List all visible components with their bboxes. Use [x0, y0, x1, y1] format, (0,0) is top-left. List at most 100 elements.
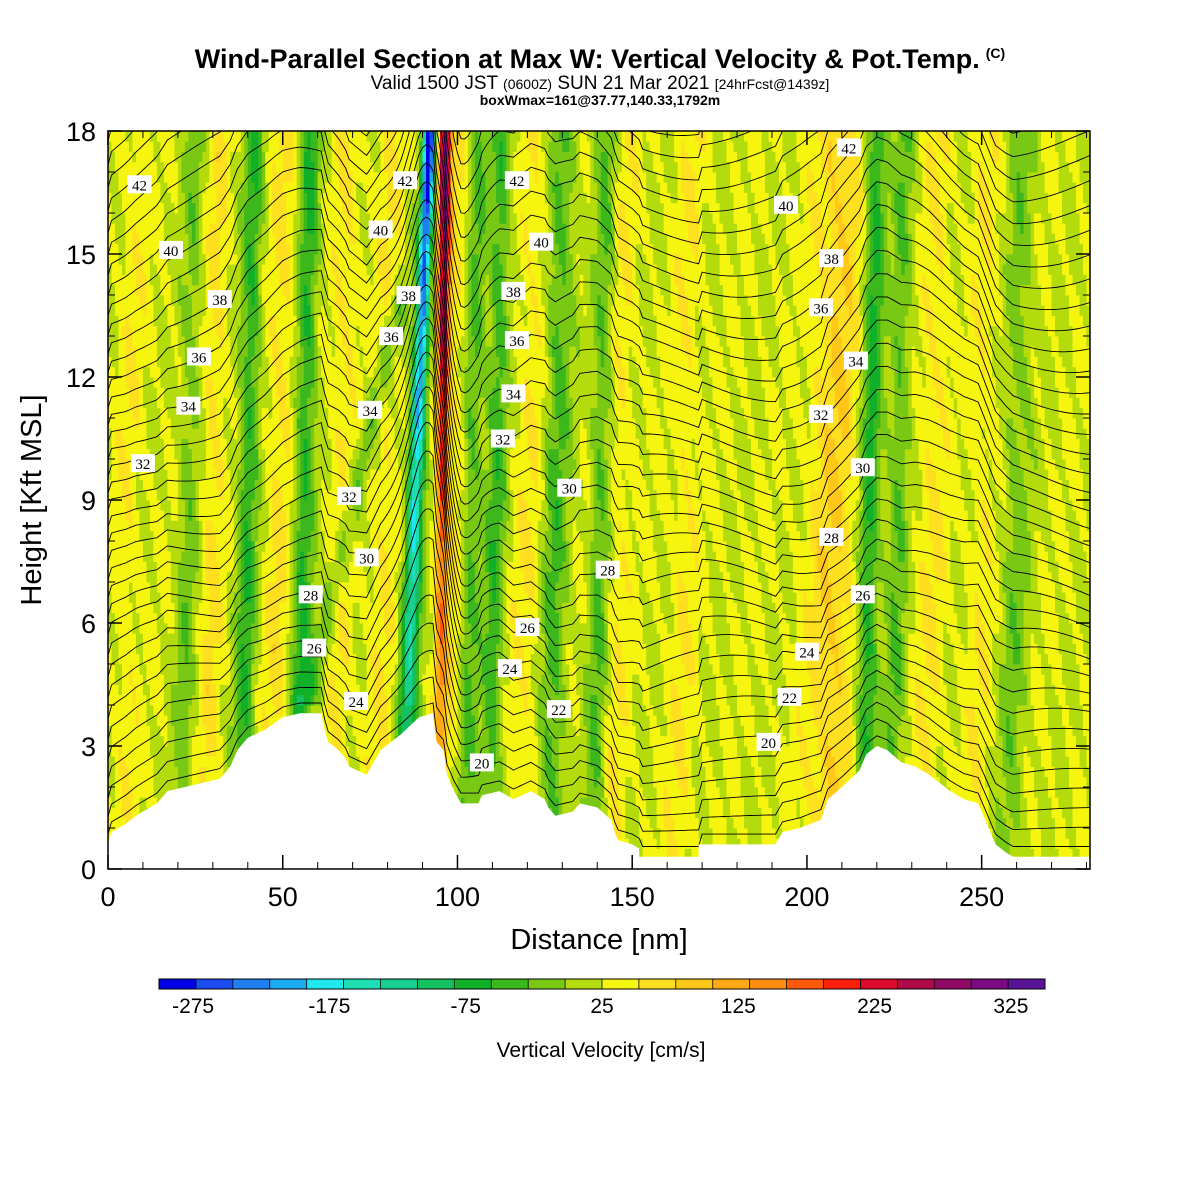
field-cell	[139, 633, 144, 644]
field-cell	[139, 233, 144, 245]
field-cell	[216, 612, 221, 624]
field-cell	[254, 141, 259, 152]
field-cell	[219, 397, 224, 409]
field-cell	[212, 469, 217, 480]
field-cell	[251, 725, 256, 737]
field-cell	[191, 336, 196, 347]
field-cell	[160, 182, 165, 193]
field-cell	[177, 592, 182, 603]
field-cell	[128, 694, 133, 706]
field-cell	[265, 459, 270, 470]
field-cell	[261, 582, 266, 593]
field-cell	[118, 448, 123, 460]
field-cell	[111, 807, 116, 819]
field-cell	[118, 141, 123, 152]
field-cell	[247, 161, 252, 173]
field-cell	[132, 469, 137, 480]
field-cell	[219, 571, 224, 583]
field-cell	[254, 582, 259, 593]
field-cell	[258, 592, 263, 603]
field-cell	[265, 561, 270, 573]
field-cell	[184, 684, 189, 696]
field-cell	[216, 653, 221, 665]
field-cell	[247, 479, 252, 491]
field-cell	[114, 315, 119, 327]
field-cell	[121, 520, 126, 532]
field-cell	[128, 715, 133, 726]
field-cell	[244, 479, 249, 491]
field-cell	[209, 325, 214, 337]
field-cell	[170, 479, 175, 491]
field-cell	[142, 602, 147, 614]
field-cell	[226, 643, 231, 655]
field-cell	[114, 715, 119, 726]
field-cell	[296, 172, 301, 183]
field-cell	[202, 612, 207, 624]
field-cell	[272, 305, 277, 316]
field-cell	[317, 520, 322, 532]
field-cell	[118, 223, 123, 234]
field-cell	[170, 192, 175, 204]
field-cell	[310, 295, 315, 306]
field-cell	[125, 725, 130, 737]
field-cell	[310, 274, 315, 286]
field-cell	[111, 243, 116, 255]
field-cell	[314, 315, 319, 327]
field-cell	[139, 787, 144, 798]
field-cell	[111, 541, 116, 552]
field-cell	[177, 254, 182, 265]
field-cell	[198, 264, 203, 275]
field-cell	[216, 223, 221, 234]
field-cell	[139, 684, 144, 696]
field-cell	[272, 182, 277, 193]
field-cell	[261, 674, 266, 685]
field-cell	[170, 202, 175, 214]
field-cell	[163, 623, 168, 634]
field-cell	[331, 582, 336, 593]
field-cell	[237, 377, 242, 388]
field-cell	[149, 633, 154, 644]
field-cell	[230, 684, 235, 696]
field-cell	[275, 530, 280, 542]
field-cell	[209, 664, 214, 675]
field-cell	[195, 571, 200, 583]
field-cell	[324, 612, 329, 624]
field-cell	[142, 582, 147, 593]
field-cell	[272, 202, 277, 214]
field-cell	[114, 151, 119, 163]
field-cell	[212, 223, 217, 234]
field-cell	[128, 336, 133, 347]
field-cell	[233, 213, 238, 224]
field-cell	[272, 233, 277, 245]
field-cell	[209, 274, 214, 286]
field-cell	[219, 213, 224, 224]
field-cell	[181, 459, 186, 470]
field-cell	[205, 715, 210, 726]
field-cell	[317, 377, 322, 388]
field-cell	[314, 705, 319, 716]
field-cell	[153, 551, 158, 562]
field-cell	[191, 766, 196, 778]
field-cell	[219, 254, 224, 265]
field-cell	[142, 664, 147, 675]
field-cell	[282, 151, 287, 163]
field-cell	[321, 489, 326, 501]
field-cell	[205, 510, 210, 521]
field-cell	[205, 305, 210, 316]
field-cell	[331, 264, 336, 275]
field-cell	[195, 131, 200, 142]
field-cell	[149, 766, 154, 778]
field-cell	[209, 459, 214, 470]
field-cell	[132, 766, 137, 778]
field-cell	[251, 274, 256, 286]
field-cell	[247, 571, 252, 583]
field-cell	[156, 438, 161, 450]
field-cell	[114, 725, 119, 737]
field-cell	[149, 643, 154, 655]
field-cell	[177, 438, 182, 450]
field-cell	[184, 274, 189, 286]
field-cell	[226, 407, 231, 419]
field-cell	[289, 377, 294, 388]
field-cell	[342, 377, 347, 388]
field-cell	[146, 141, 151, 152]
